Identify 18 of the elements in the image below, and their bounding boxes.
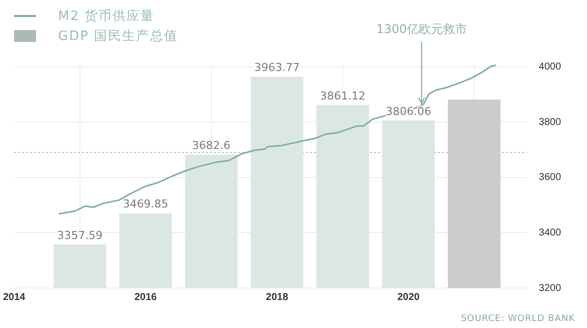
x-tick-label: 2016: [134, 292, 158, 303]
data-label: 3469.85: [122, 198, 168, 211]
y-tick-label: 3200: [538, 282, 562, 294]
y-tick-label: 3800: [538, 116, 562, 128]
y-tick-label: 4000: [538, 62, 562, 73]
annotation: 1300亿欧元救市: [376, 22, 467, 36]
data-label: 3861.12: [320, 90, 366, 103]
x-tick-label: 2014: [3, 292, 26, 303]
y-tick-label: 3600: [538, 172, 562, 184]
x-tick-label: 2018: [266, 292, 289, 303]
legend-label: M2 货币供应量: [58, 8, 155, 25]
data-label: 3963.77: [254, 61, 300, 74]
y-tick-label: 3400: [538, 227, 562, 238]
legend-label: GDP 国民生产总值: [58, 28, 178, 45]
data-label: 3357.59: [57, 228, 103, 242]
x-tick-label: 2020: [397, 292, 420, 303]
data-label: 3682.6: [192, 138, 231, 152]
source-note: SOURCE: WORLD BANK: [460, 314, 575, 324]
